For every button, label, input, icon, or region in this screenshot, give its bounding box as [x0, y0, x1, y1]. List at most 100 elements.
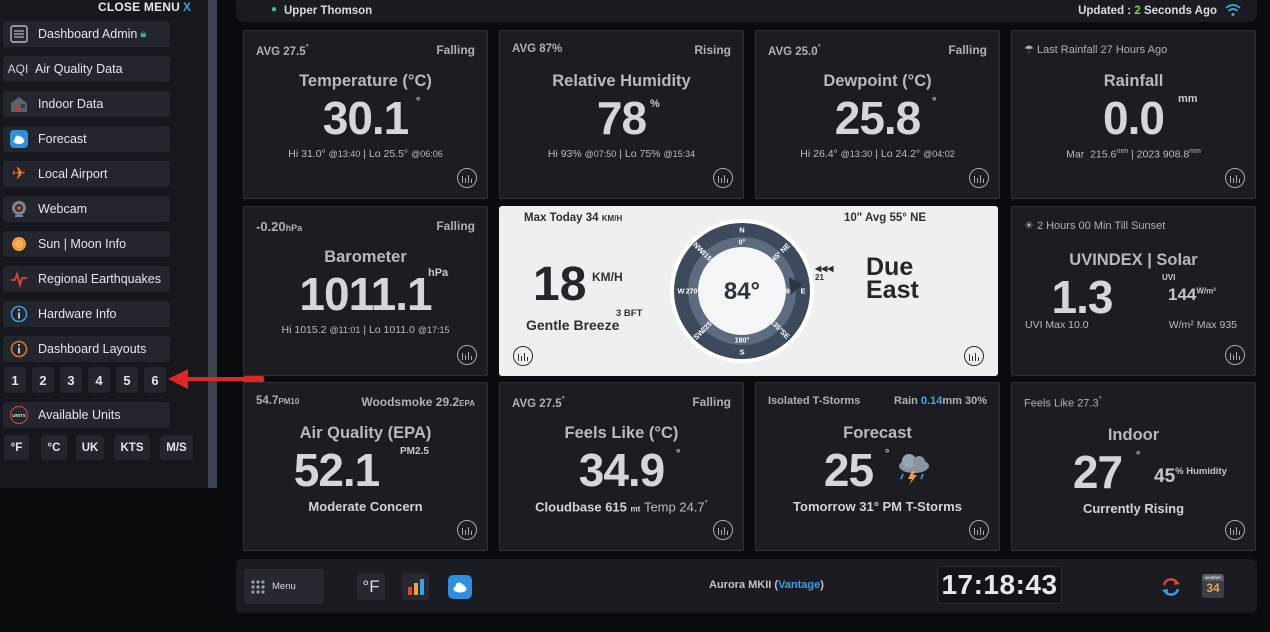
- info-icon: [8, 339, 30, 359]
- cloudbase-temp: Cloudbase 615 mt Temp 24.7°: [535, 499, 708, 515]
- grid-menu-icon: [251, 579, 265, 594]
- layout-1-button[interactable]: 1: [4, 367, 26, 393]
- unit-ms-button[interactable]: M/S: [160, 435, 193, 460]
- uv-value: 1.3: [1051, 271, 1114, 323]
- unit-buttons-row: °F °C UK KTS M/S: [4, 435, 193, 460]
- pm10-value: 54.7PM10: [256, 395, 300, 407]
- layout-4-button[interactable]: 4: [88, 367, 110, 393]
- unit-uk-button[interactable]: UK: [76, 435, 104, 460]
- wind-compass: NNEESESSWWNW0°45°90°135°180°225°270°315°…: [670, 219, 814, 363]
- indoor-status: Currently Rising: [1082, 501, 1185, 516]
- menu-item-available-units[interactable]: UNITS Available Units: [3, 402, 170, 428]
- indoor-house-icon: [8, 94, 30, 114]
- unit-celsius-button[interactable]: °C: [41, 435, 67, 460]
- layout-6-button[interactable]: 6: [144, 367, 166, 393]
- unit-fahrenheit-button[interactable]: °F: [4, 435, 29, 460]
- chart-icon[interactable]: [964, 346, 984, 366]
- chart-icon[interactable]: [457, 520, 477, 540]
- menu-item-regional-earthquakes[interactable]: Regional Earthquakes: [3, 266, 170, 292]
- menu-button[interactable]: Menu: [244, 569, 324, 604]
- barometer-value: 1011.1: [299, 268, 432, 320]
- menu-item-dashboard-admin[interactable]: Dashboard Admin 🔒︎: [3, 21, 170, 47]
- temperature-hi-lo: Hi 31.0° @13:40 | Lo 25.5° @06:06: [288, 148, 443, 160]
- umbrella-icon: ☂︎: [1024, 44, 1034, 56]
- wind-card[interactable]: Max Today 34 KM/H 10" Avg 55° NE 18 KM/H…: [499, 206, 998, 376]
- forecast-button[interactable]: [448, 575, 472, 599]
- feels-like-trend: Falling: [692, 395, 731, 409]
- menu-item-local-airport[interactable]: ✈︎ Local Airport: [3, 161, 170, 187]
- wind-speed-value: 18: [533, 258, 587, 311]
- unit-kts-button[interactable]: KTS: [114, 435, 150, 460]
- station-model: Aurora MKII (Vantage): [709, 579, 824, 591]
- humidity-unit: %: [650, 98, 660, 110]
- temperature-trend: Falling: [436, 43, 475, 57]
- units-toggle-button[interactable]: °F: [357, 573, 385, 600]
- barometer-title: Barometer: [324, 248, 407, 266]
- forecast-temp: 25: [823, 444, 874, 496]
- chart-icon[interactable]: [1225, 520, 1245, 540]
- chart-icon[interactable]: [713, 168, 733, 188]
- bar-chart-icon: [407, 587, 412, 595]
- compass-degree-label: 180°: [735, 337, 750, 345]
- chart-icon[interactable]: [969, 168, 989, 188]
- menu-item-dashboard-layouts[interactable]: Dashboard Layouts: [3, 336, 170, 362]
- layout-3-button[interactable]: 3: [60, 367, 82, 393]
- dewpoint-degree: °: [932, 96, 937, 108]
- indoor-card[interactable]: Feels Like 27.3° Indoor 27 ° 45% Humidit…: [1011, 382, 1256, 551]
- menu-item-sun-moon-info[interactable]: Sun | Moon Info: [3, 231, 170, 257]
- chart-icon[interactable]: [1225, 345, 1245, 365]
- wind-direction-text: Due East: [866, 253, 919, 304]
- chart-icon[interactable]: [457, 345, 477, 365]
- wifi-icon: [1225, 4, 1241, 16]
- dewpoint-hi-lo: Hi 26.4° @13:30 | Lo 24.2° @04:02: [800, 148, 955, 160]
- dewpoint-card[interactable]: AVG 25.0° Falling Dewpoint (°C) 25.8 ° H…: [755, 30, 1000, 199]
- menu-item-indoor-data[interactable]: Indoor Data: [3, 91, 170, 117]
- compass-cardinal-label: W: [677, 287, 685, 296]
- layout-5-button[interactable]: 5: [116, 367, 138, 393]
- chart-icon[interactable]: [457, 168, 477, 188]
- humidity-hi-lo: Hi 93% @07:50 | Lo 75% @15:34: [547, 148, 696, 160]
- menu-item-air-quality-data[interactable]: AQI Air Quality Data: [3, 56, 170, 82]
- chart-icon[interactable]: [713, 520, 733, 540]
- menu-item-label: Regional Earthquakes: [38, 272, 161, 286]
- menu-item-label: Webcam: [38, 202, 88, 216]
- bottom-toolbar: Menu °F Aurora MKII (Vantage) 17:18:43 w…: [236, 559, 1257, 613]
- layout-number-row: 1 2 3 4 5 6: [4, 367, 166, 393]
- temperature-degree: °: [416, 96, 421, 108]
- location-pin-icon: ●: [271, 4, 278, 15]
- close-menu-button[interactable]: CLOSE MENU X: [98, 0, 192, 14]
- forecast-degree: °: [885, 448, 890, 460]
- charts-button[interactable]: [402, 573, 429, 600]
- menu-item-label: Hardware Info: [38, 307, 117, 321]
- rainfall-title: Rainfall: [1103, 72, 1164, 90]
- wind-direction-degrees: 84°: [724, 278, 760, 305]
- refresh-icon[interactable]: [1160, 576, 1182, 598]
- temperature-card[interactable]: AVG 27.5° Falling Temperature (°C) 30.1 …: [243, 30, 488, 199]
- chart-icon[interactable]: [513, 346, 533, 366]
- humidity-card[interactable]: AVG 87% Rising Relative Humidity 78 % Hi…: [499, 30, 744, 199]
- wind-max-today: Max Today 34 KM/H: [524, 212, 623, 224]
- barometer-card[interactable]: -0.20hPa Falling Barometer 1011.1 hPa Hi…: [243, 206, 488, 376]
- rainfall-totals: Mar 215.6mm | 2023 908.8mm: [1066, 148, 1201, 161]
- layout-2-button[interactable]: 2: [32, 367, 54, 393]
- sun-icon: [8, 234, 30, 254]
- uv-solar-card[interactable]: ☀︎ 2 Hours 00 Min Till Sunset UVINDEX | …: [1011, 206, 1256, 376]
- air-quality-card[interactable]: 54.7PM10 Woodsmoke 29.2EPA Air Quality (…: [243, 382, 488, 551]
- gust-marker: ◀◀◀ 21: [815, 264, 834, 282]
- chart-icon[interactable]: [1225, 168, 1245, 188]
- calendar-button[interactable]: weather 34: [1202, 574, 1224, 598]
- forecast-card[interactable]: Isolated T-Storms Rain 0.14mm 30% Foreca…: [755, 382, 1000, 551]
- forecast-condition: Isolated T-Storms: [768, 395, 861, 407]
- menu-item-forecast[interactable]: Forecast: [3, 126, 170, 152]
- compass-cardinal-label: E: [800, 287, 805, 296]
- chart-icon[interactable]: [969, 520, 989, 540]
- barometer-trend: Falling: [436, 219, 475, 233]
- thunderstorm-icon: [899, 454, 929, 485]
- feels-like-card[interactable]: AVG 27.5° Falling Feels Like (°C) 34.9 °…: [499, 382, 744, 551]
- air-quality-unit: PM2.5: [400, 446, 429, 457]
- menu-item-webcam[interactable]: Webcam: [3, 196, 170, 222]
- menu-item-hardware-info[interactable]: Hardware Info: [3, 301, 170, 327]
- rainfall-card[interactable]: ☂︎ Last Rainfall 27 Hours Ago Rainfall 0…: [1011, 30, 1256, 199]
- info-icon: [8, 304, 30, 324]
- dewpoint-title: Dewpoint (°C): [823, 72, 932, 90]
